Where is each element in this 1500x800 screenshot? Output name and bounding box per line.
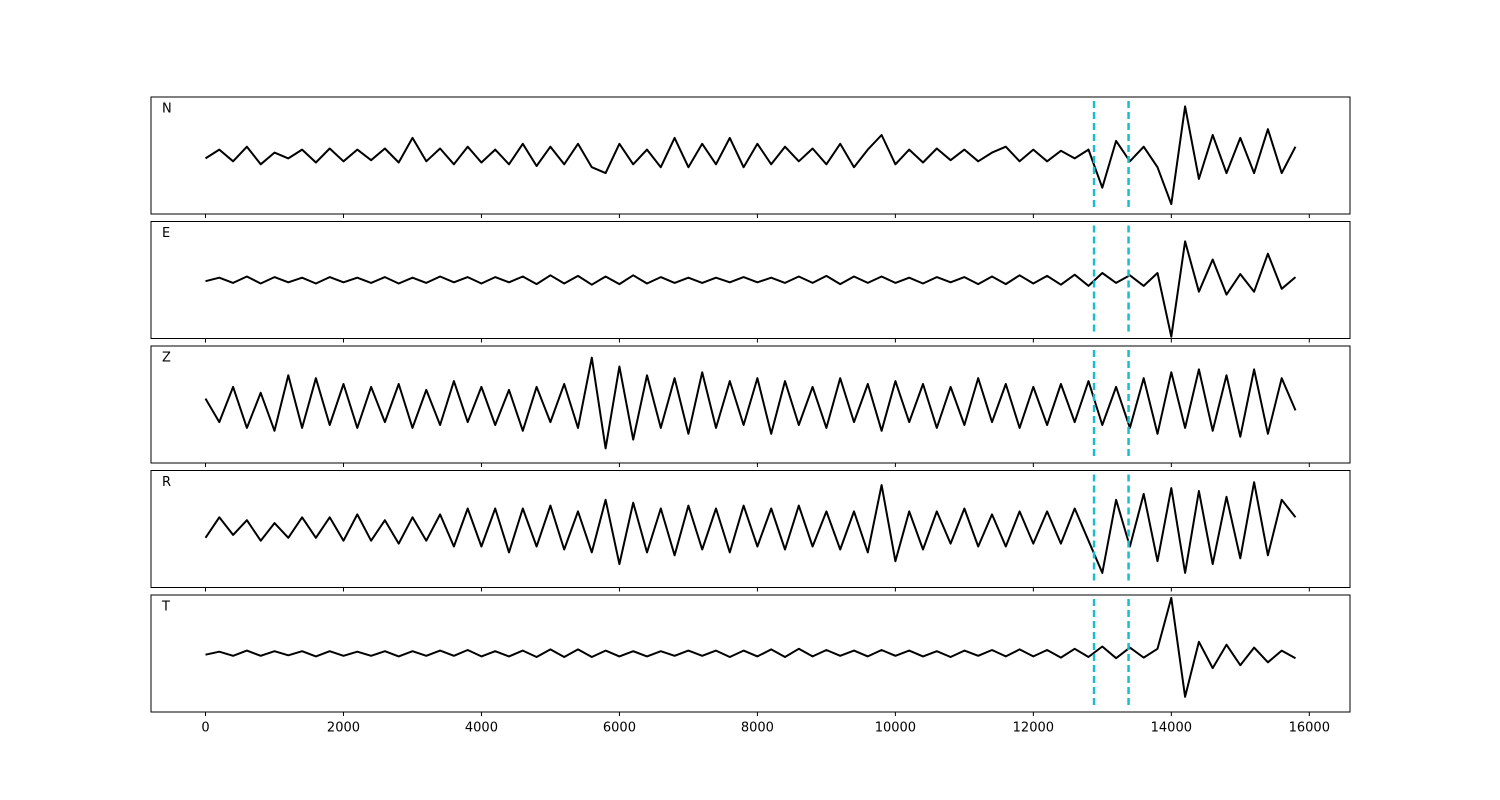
x-tick-label: 12000 [1013,721,1054,736]
panel-frame [150,594,1351,713]
panel-label: T [161,600,170,615]
trace [205,596,1296,698]
panel-label: N [162,102,172,117]
panel-frame [150,470,1351,588]
trace [204,105,1297,206]
x-tick-label: 0 [201,721,209,736]
trace [205,240,1297,338]
x-tick-label: 2000 [327,721,360,736]
x-tick-label: 16000 [1289,721,1330,736]
x-tick-label: 10000 [875,721,916,736]
x-tick-label: 8000 [741,721,774,736]
panel-label: E [162,226,170,241]
x-tick-label: 4000 [465,721,498,736]
x-tick-label: 6000 [603,721,636,736]
panel-frame [150,345,1351,464]
panel-frame [150,221,1351,339]
trace [204,481,1297,574]
panel-label: Z [162,351,171,366]
trace [204,356,1297,450]
x-tick-label: 14000 [1151,721,1192,736]
panel-label: R [162,475,171,490]
panel-frame [150,96,1351,215]
